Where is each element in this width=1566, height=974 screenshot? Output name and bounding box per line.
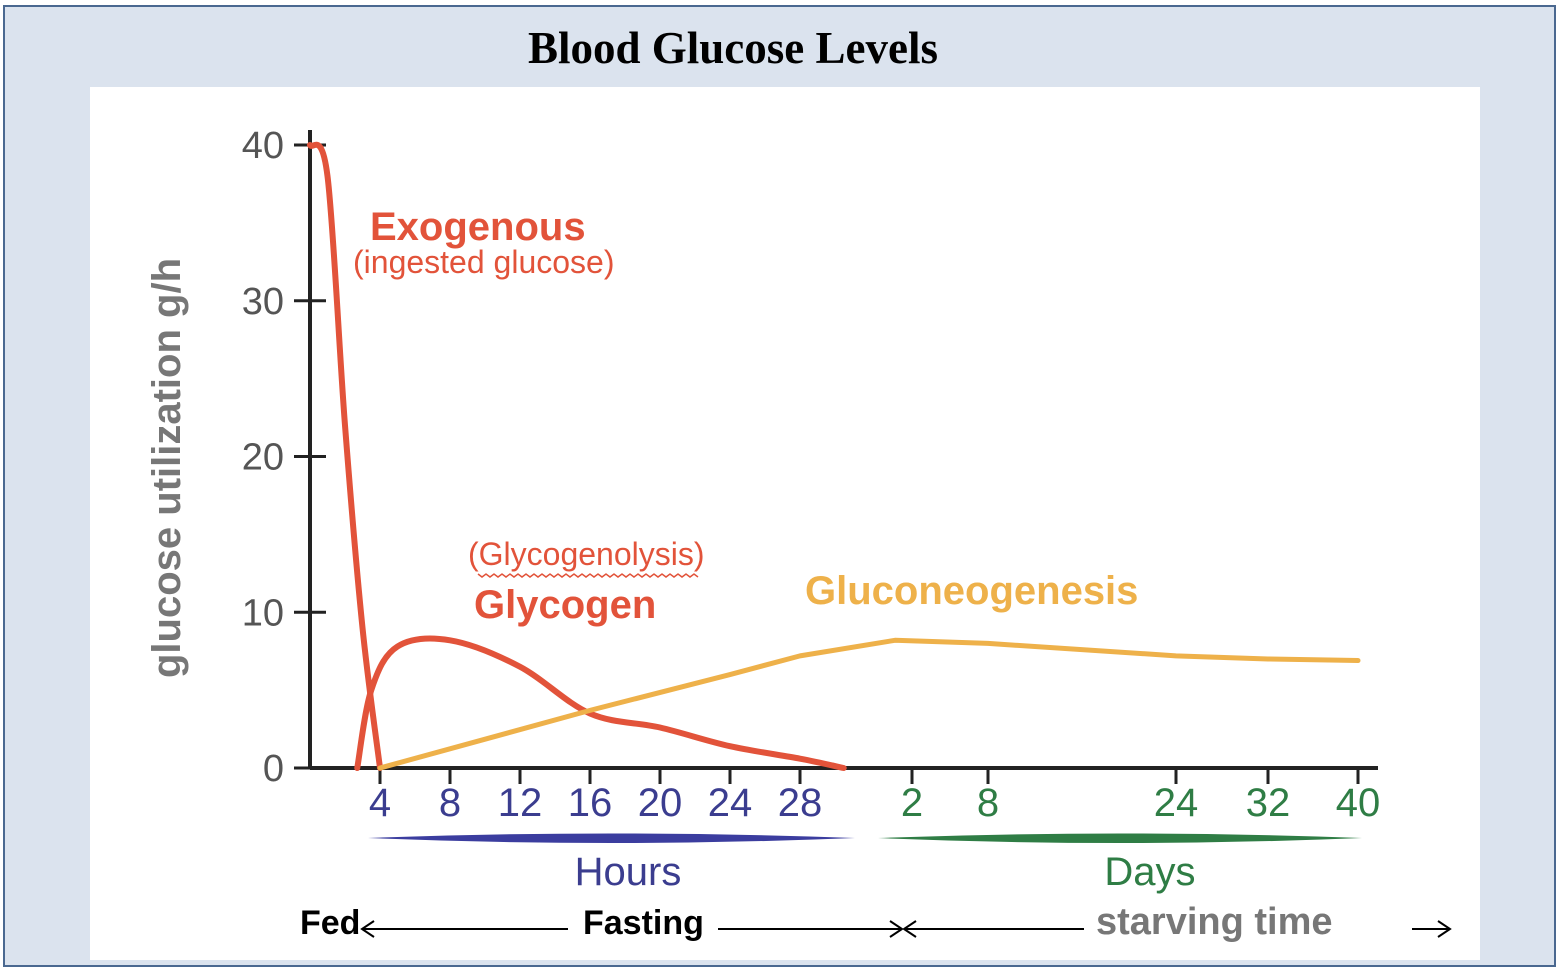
x-tick-label-hours: 28	[778, 781, 823, 825]
x-tick-label-hours: 16	[568, 781, 613, 825]
y-ticks: 0 10 20 30 40	[242, 125, 326, 790]
x-tick-label-days: 8	[977, 781, 999, 825]
x-tick-label-hours: 24	[708, 781, 753, 825]
days-label: Days	[1104, 850, 1195, 894]
spellcheck-underline	[477, 573, 699, 578]
x-tick-label-hours: 8	[439, 781, 461, 825]
y-tick-label: 20	[242, 437, 284, 479]
x-tick-label-hours: 4	[369, 781, 391, 825]
x-tick-label-days: 24	[1154, 781, 1199, 825]
chart-title: Blood Glucose Levels	[527, 23, 938, 73]
glycogenolysis-label: (Glycogenolysis)	[468, 536, 705, 572]
series-line-gluconeogenesis	[377, 637, 1361, 771]
y-tick-label: 40	[242, 125, 284, 167]
series-line-glycogen	[354, 635, 847, 771]
x-tick-label-days: 40	[1336, 781, 1381, 825]
y-tick-label: 10	[242, 592, 284, 634]
series-group	[307, 141, 1361, 771]
x-tick-label-days: 32	[1246, 781, 1291, 825]
hours-label: Hours	[575, 850, 682, 894]
starving-label: starving time	[1096, 901, 1333, 943]
y-axis-title: glucose utilization g/h	[145, 258, 189, 678]
glycogen-label: Glycogen	[474, 583, 656, 627]
fed-fasting-arrow	[360, 920, 568, 938]
gluconeogenesis-label: Gluconeogenesis	[805, 569, 1138, 613]
hours-band	[368, 833, 855, 843]
x-tick-label-hours: 12	[498, 781, 543, 825]
starving-arrow	[1412, 920, 1452, 938]
chart-panel	[90, 87, 1480, 960]
y-tick-label: 0	[263, 748, 284, 790]
x-ticks: 4 8 12 16 20 24 28 2 8 24 32 40	[369, 768, 1380, 825]
fed-label: Fed	[300, 904, 360, 942]
series-line-exogenous	[307, 141, 383, 771]
exogenous-label: Exogenous	[370, 205, 586, 249]
x-tick-label-hours: 20	[638, 781, 683, 825]
days-band	[878, 833, 1362, 843]
fasting-label: Fasting	[583, 904, 704, 942]
x-tick-label-days: 2	[901, 781, 923, 825]
fasting-arrow	[718, 920, 1084, 938]
y-tick-label: 30	[242, 281, 284, 323]
exogenous-sub-label: (ingested glucose)	[353, 244, 614, 280]
